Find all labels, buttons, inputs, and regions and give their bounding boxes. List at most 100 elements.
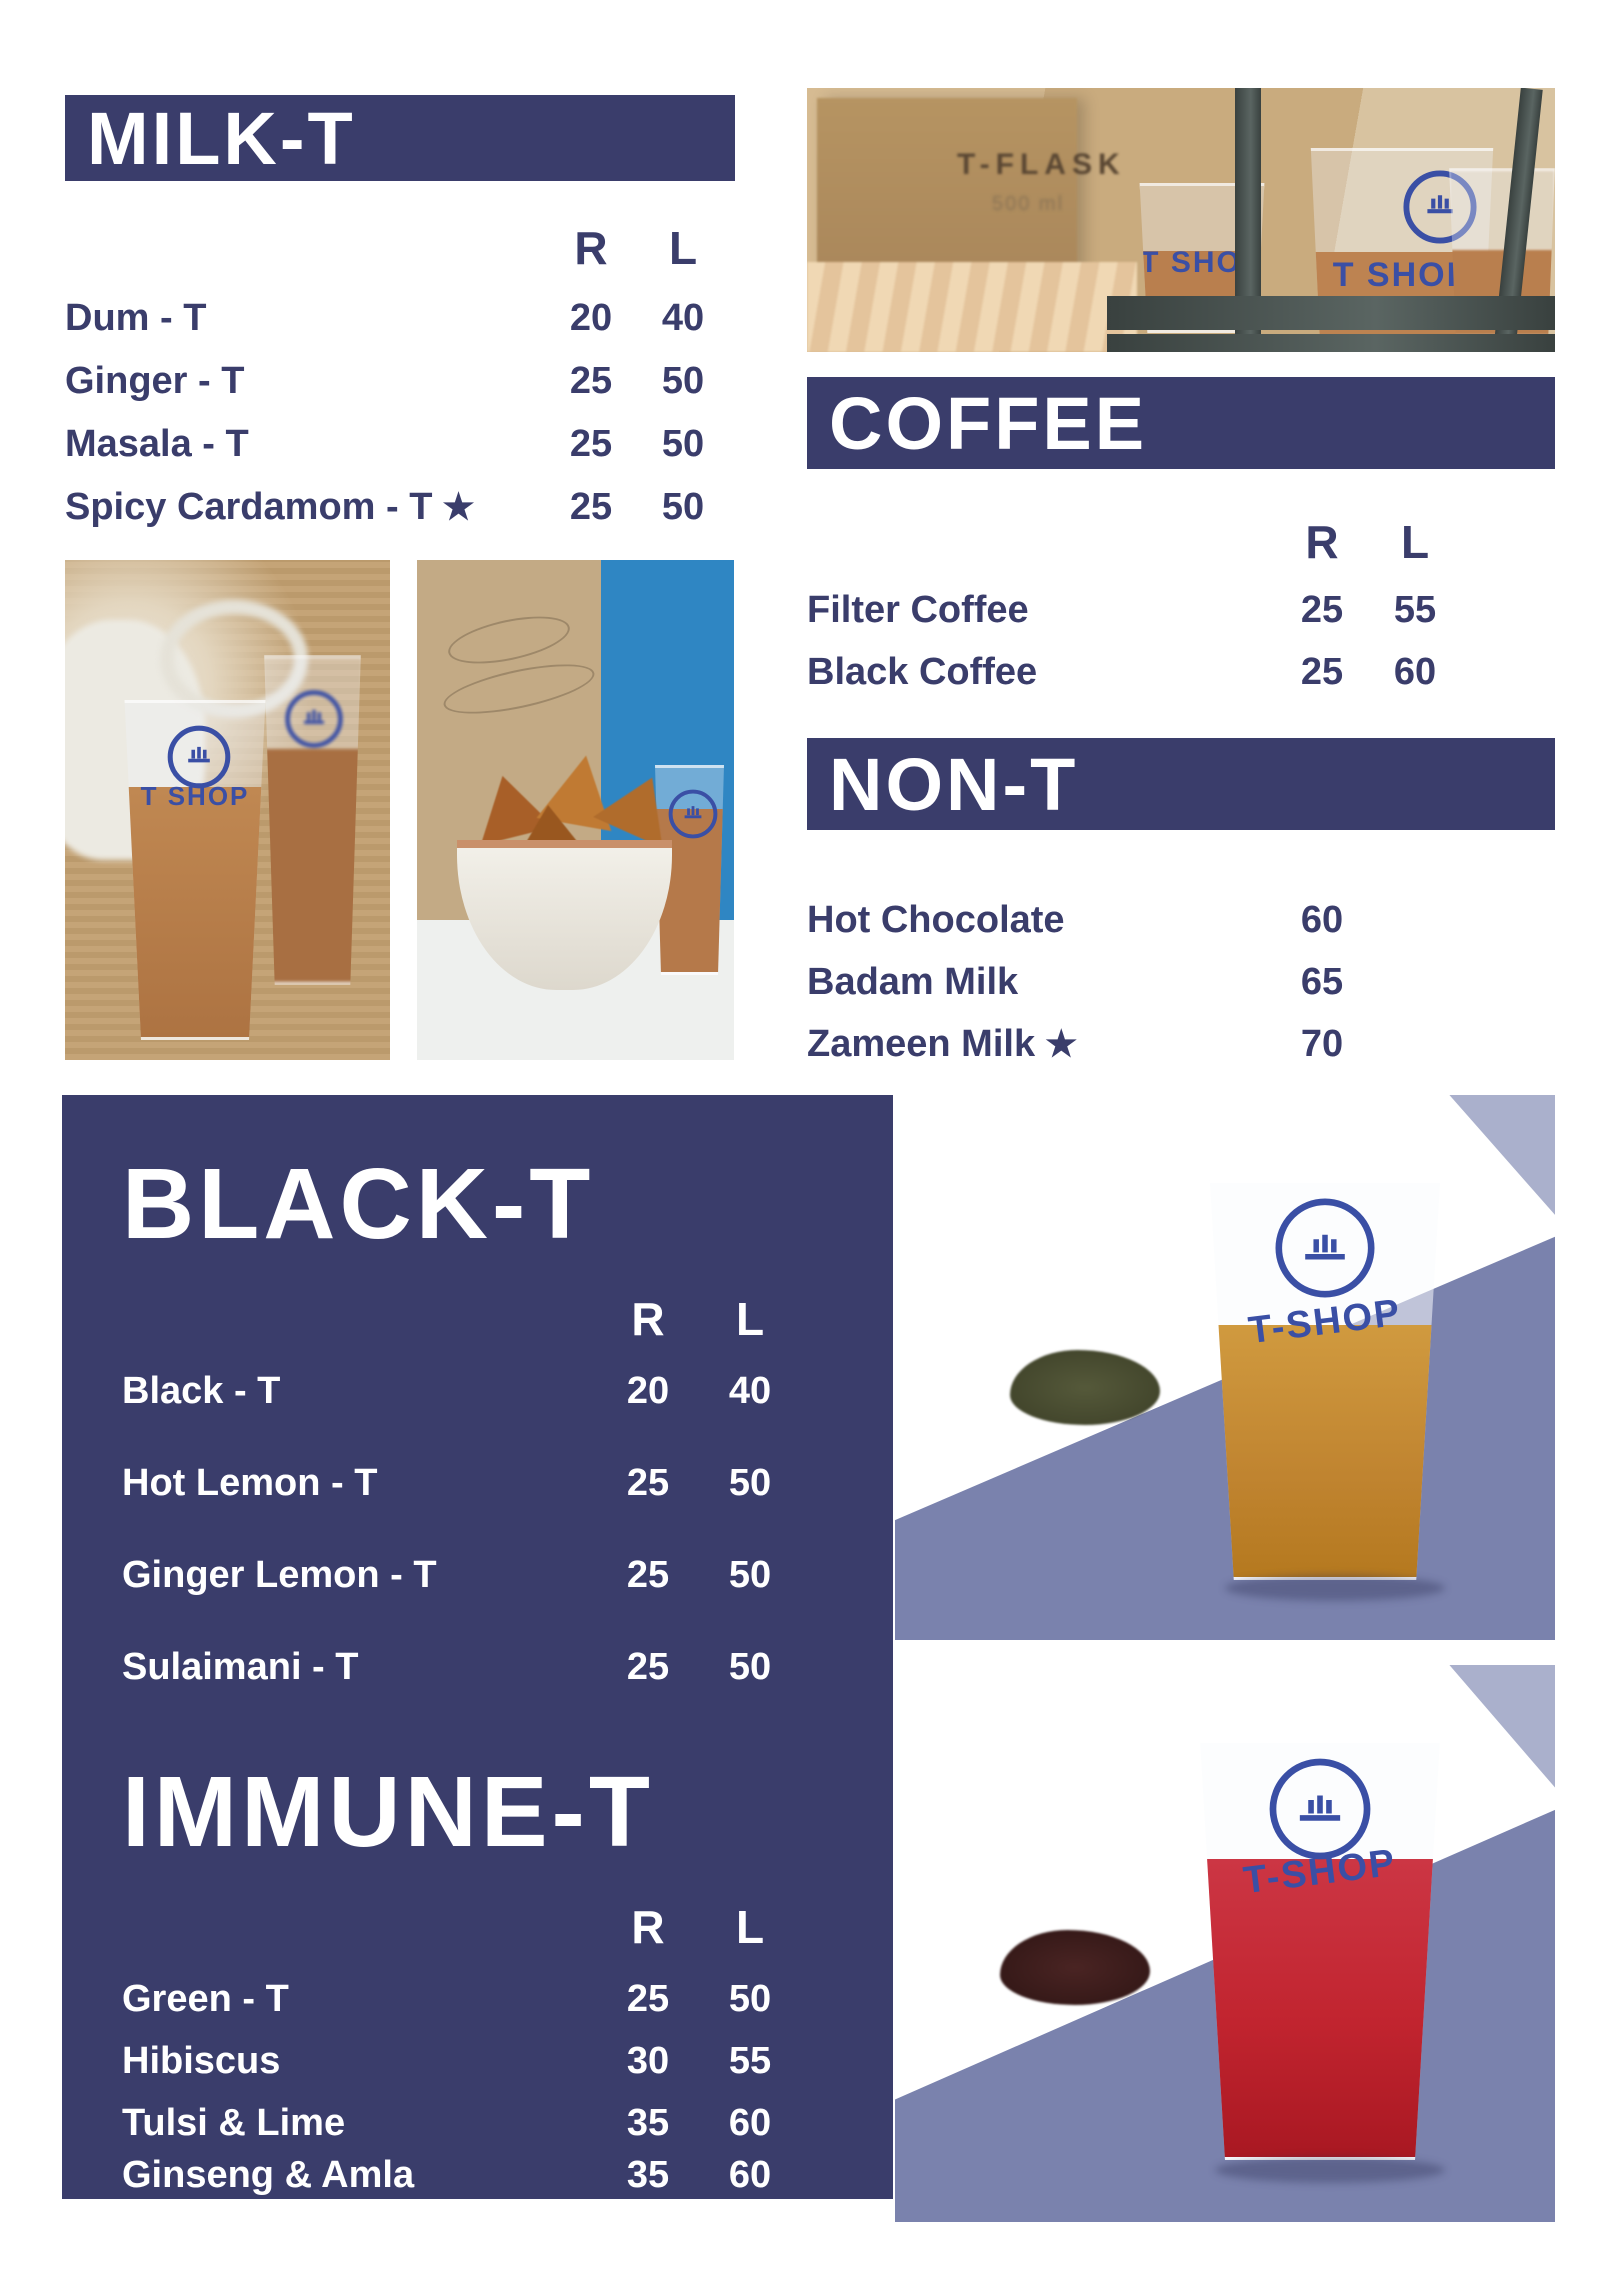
item-name: Zameen Milk	[807, 1023, 1036, 1065]
item-price-r: 25	[1300, 651, 1344, 693]
item-price-r: 25	[626, 1462, 670, 1504]
hibiscus-tea-glass: T-SHOP	[1200, 1740, 1440, 2160]
menu-item: Ginger - T	[65, 357, 254, 405]
item-price-r: 35	[626, 2154, 670, 2196]
item-price-r: 25	[1300, 589, 1344, 631]
item-price-l: 55	[728, 2040, 772, 2082]
t-shop-logo-icon	[668, 789, 718, 839]
black-t-title: BLACK-T	[122, 1148, 595, 1260]
immune-t-title: IMMUNE-T	[122, 1756, 654, 1868]
dark-menu-panel: BLACK-T R L Black - T 20 40 Hot Lemon - …	[62, 1095, 893, 2199]
item-price-r: 25	[569, 360, 613, 402]
item-price-l: 50	[728, 1978, 772, 2020]
milk-tea-liquid	[124, 786, 266, 1037]
menu-item: Dum - T	[65, 294, 216, 342]
menu-item: Ginseng & Amla	[122, 2151, 414, 2199]
item-price: 65	[1300, 961, 1344, 1003]
menu-item: Hibiscus	[122, 2037, 280, 2085]
glass-brand-text: T SHOP	[140, 781, 250, 811]
item-price-l: 50	[728, 1554, 772, 1596]
box-brand-text: T-FLASK	[957, 148, 1126, 181]
t-shop-logo-icon	[1269, 1758, 1371, 1860]
item-name: Filter Coffee	[807, 589, 1029, 631]
item-price-l: 50	[661, 486, 705, 528]
star-icon: ★	[442, 486, 475, 527]
carrier-base	[1107, 334, 1555, 352]
milk-tea-liquid	[264, 748, 361, 982]
glass-brand-text: T SHOP	[1332, 256, 1472, 294]
item-price-l: 60	[728, 2154, 772, 2196]
menu-item: Zameen Milk ★	[807, 1020, 1077, 1068]
item-price-r: 20	[569, 297, 613, 339]
t-shop-logo-icon	[1275, 1198, 1375, 1298]
box-size-text: 500 ml	[992, 193, 1065, 215]
glass-shadow	[1225, 1575, 1445, 1601]
item-name: Hot Chocolate	[807, 899, 1065, 941]
red-tea-liquid	[1200, 1858, 1440, 2157]
milk-t-title: MILK-T	[87, 96, 356, 180]
menu-item: Badam Milk	[807, 958, 1028, 1006]
menu-item: Filter Coffee	[807, 586, 1029, 634]
item-price-r: 25	[569, 486, 613, 528]
milk-t-header-bar: MILK-T	[65, 95, 735, 181]
striped-cloth	[807, 262, 1137, 352]
glass-shadow	[1215, 2157, 1445, 2183]
menu-item: Tulsi & Lime	[122, 2099, 345, 2147]
item-price-l: 55	[1393, 589, 1437, 631]
menu-item: Black - T	[122, 1367, 280, 1415]
black-t-col-regular: R	[631, 1293, 665, 1345]
menu-item: Black Coffee	[807, 648, 1037, 696]
t-shop-logo-icon	[285, 690, 343, 748]
photo-samosa-and-tea	[417, 560, 734, 1060]
milk-t-col-regular: R	[574, 222, 608, 274]
item-price-r: 30	[626, 2040, 670, 2082]
item-price-l: 50	[661, 360, 705, 402]
item-name: Masala - T	[65, 423, 249, 465]
carrier-band	[1107, 296, 1555, 330]
item-price-l: 40	[661, 297, 705, 339]
item-name: Dum - T	[65, 297, 207, 339]
star-icon: ★	[1045, 1023, 1078, 1064]
tea-glass-front: T SHOP	[124, 700, 266, 1040]
t-shop-logo-icon	[167, 725, 231, 789]
tea-leaves-pile	[1010, 1350, 1160, 1425]
item-name: Ginseng & Amla	[122, 2154, 415, 2196]
coffee-title: COFFEE	[829, 381, 1148, 465]
item-name: Tulsi & Lime	[122, 2102, 346, 2144]
item-name: Black Coffee	[807, 651, 1038, 693]
item-name: Sulaimani - T	[122, 1646, 359, 1688]
item-name: Hibiscus	[122, 2040, 281, 2082]
item-price-l: 50	[728, 1646, 772, 1688]
menu-item: Hot Lemon - T	[122, 1459, 377, 1507]
item-price-l: 40	[728, 1370, 772, 1412]
immune-t-col-large: L	[735, 1901, 765, 1953]
coffee-col-large: L	[1400, 516, 1430, 568]
item-price-r: 35	[626, 2102, 670, 2144]
item-name: Green - T	[122, 1978, 289, 2020]
item-name: Ginger - T	[65, 360, 245, 402]
item-name: Badam Milk	[807, 961, 1019, 1003]
item-price-l: 60	[1393, 651, 1437, 693]
item-name: Ginger Lemon - T	[122, 1554, 437, 1596]
item-price-r: 25	[626, 1646, 670, 1688]
t-shop-logo-icon	[1403, 170, 1477, 244]
photo-amber-tea: T-SHOP	[895, 1095, 1555, 1640]
item-name: Spicy Cardamom - T	[65, 486, 433, 528]
dried-hibiscus-pile	[1000, 1930, 1150, 2005]
item-price: 60	[1300, 899, 1344, 941]
item-price-l: 50	[661, 423, 705, 465]
photo-milk-tea-glasses: T SHOP	[65, 560, 390, 1060]
immune-t-col-regular: R	[631, 1901, 665, 1953]
photo-chai-carrier: T-FLASK 500 ml T SHOP T SHOP	[807, 88, 1555, 352]
menu-item: Spicy Cardamom - T ★	[65, 483, 475, 531]
coffee-col-regular: R	[1305, 516, 1339, 568]
item-name: Black - T	[122, 1370, 281, 1412]
milk-t-col-large: L	[668, 222, 698, 274]
item-price-r: 25	[569, 423, 613, 465]
coffee-header-bar: COFFEE	[807, 377, 1555, 469]
menu-item: Masala - T	[65, 420, 259, 468]
item-name: Hot Lemon - T	[122, 1462, 378, 1504]
item-price-r: 20	[626, 1370, 670, 1412]
menu-item: Green - T	[122, 1975, 289, 2023]
